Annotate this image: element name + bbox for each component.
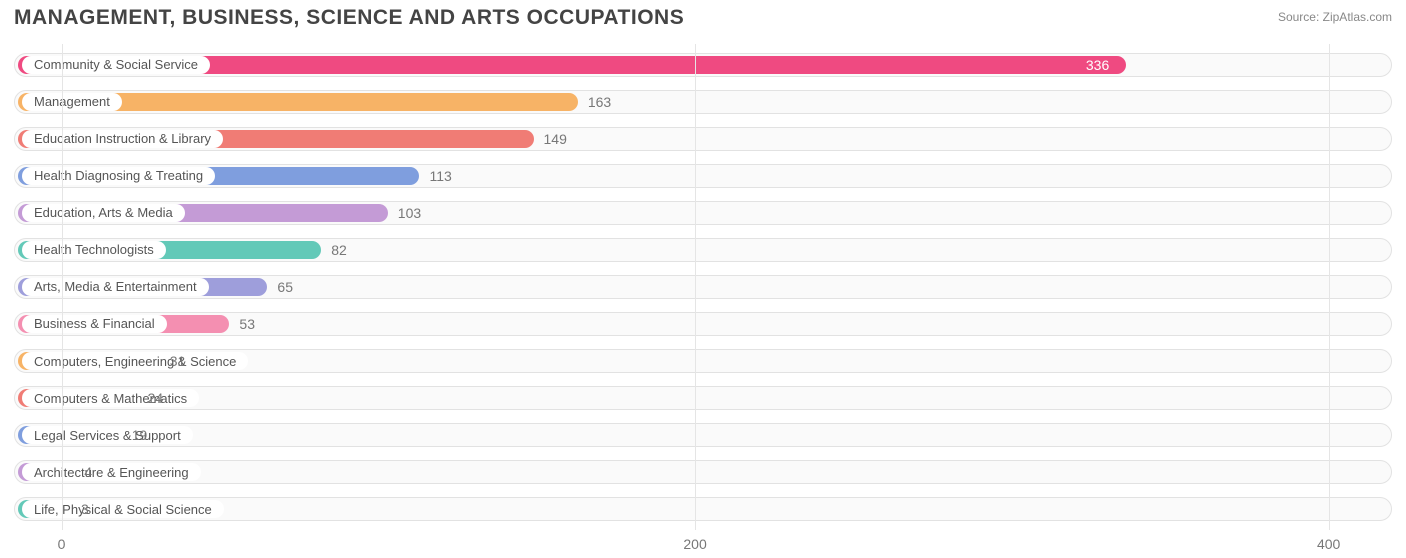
bar-track	[14, 423, 1392, 447]
source-attribution: Source: ZipAtlas.com	[1278, 10, 1392, 24]
bar-value: 149	[544, 125, 567, 153]
bar-label: Legal Services & Support	[22, 426, 193, 444]
bar-value: 113	[429, 162, 451, 190]
bar-track	[14, 460, 1392, 484]
x-tick-label: 0	[58, 536, 66, 552]
chart-container: MANAGEMENT, BUSINESS, SCIENCE AND ARTS O…	[0, 0, 1406, 558]
bar-row: Business & Financial 53	[14, 310, 1392, 338]
bar-label: Education Instruction & Library	[22, 130, 223, 148]
bar-value: 31	[170, 347, 186, 375]
bar-row: Life, Physical & Social Science3	[14, 495, 1392, 523]
bar-value: 65	[277, 273, 293, 301]
bar-value: 163	[588, 88, 611, 116]
bar-label: Life, Physical & Social Science	[22, 500, 224, 518]
x-tick-label: 200	[683, 536, 706, 552]
bar-row: Legal Services & Support19	[14, 421, 1392, 449]
bar-value: 19	[132, 421, 148, 449]
bar-row: Arts, Media & Entertainment 65	[14, 273, 1392, 301]
gridline	[695, 44, 696, 530]
bar-row: Health Technologists 82	[14, 236, 1392, 264]
bar-row: Health Diagnosing & Treating 113	[14, 162, 1392, 190]
source-label: Source:	[1278, 10, 1319, 24]
gridline	[62, 44, 63, 530]
bar-label: Computers & Mathematics	[22, 389, 199, 407]
bar-value: 103	[398, 199, 421, 227]
bar-row: Computers & Mathematics24	[14, 384, 1392, 412]
bar-value: 336	[1086, 51, 1109, 79]
bar-value: 3	[81, 495, 89, 523]
bar-label: Computers, Engineering & Science	[22, 352, 248, 370]
bar-label: Business & Financial	[22, 315, 167, 333]
bar-label: Education, Arts & Media	[22, 204, 185, 222]
bar-row: Management 163	[14, 88, 1392, 116]
plot-area: Community & Social Service 336 Management 1…	[14, 44, 1392, 530]
bar-row: Computers, Engineering & Science31	[14, 347, 1392, 375]
bar-row: Community & Social Service 336	[14, 51, 1392, 79]
bar-value: 4	[84, 458, 92, 486]
gridline	[1329, 44, 1330, 530]
bar-label: Community & Social Service	[22, 56, 210, 74]
bar-label: Health Technologists	[22, 241, 166, 259]
bar-value: 82	[331, 236, 347, 264]
bar-row: Architecture & Engineering4	[14, 458, 1392, 486]
bar-value: 24	[148, 384, 164, 412]
bar-label: Management	[22, 93, 122, 111]
bar-label: Arts, Media & Entertainment	[22, 278, 209, 296]
x-tick-label: 400	[1317, 536, 1340, 552]
bars-group: Community & Social Service 336 Management 1…	[14, 44, 1392, 530]
source-site: ZipAtlas.com	[1323, 10, 1392, 24]
bar-row: Education, Arts & Media 103	[14, 199, 1392, 227]
bar-value: 53	[239, 310, 255, 338]
bar-label: Architecture & Engineering	[22, 463, 201, 481]
bar-row: Education Instruction & Library 149	[14, 125, 1392, 153]
chart-title: MANAGEMENT, BUSINESS, SCIENCE AND ARTS O…	[14, 6, 684, 30]
bar-label: Health Diagnosing & Treating	[22, 167, 215, 185]
bar-track	[14, 386, 1392, 410]
